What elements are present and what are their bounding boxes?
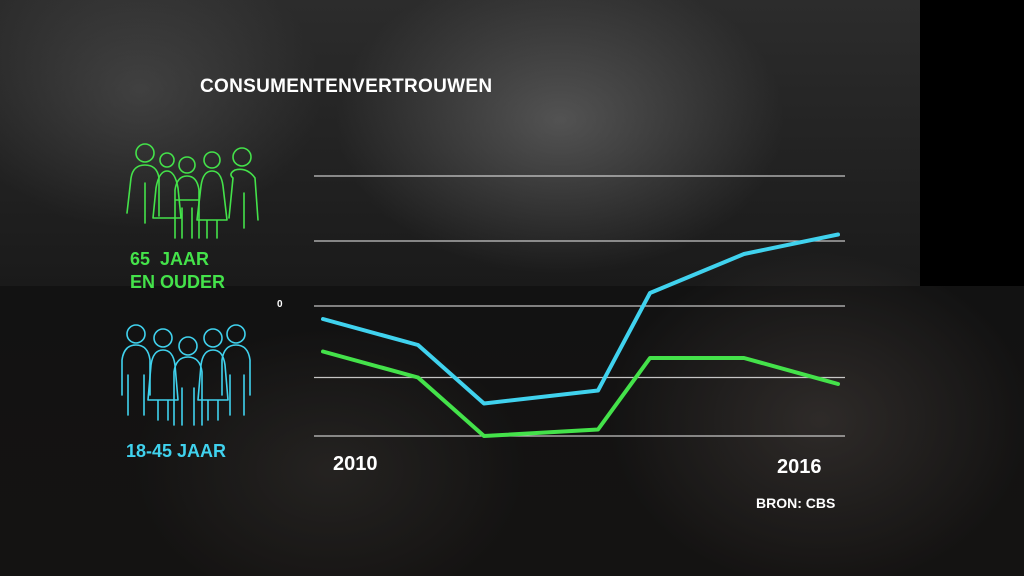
source-label: BRON: CBS <box>756 495 836 511</box>
legend-label-65-line2: EN OUDER <box>130 272 226 292</box>
black-panel <box>920 0 1024 286</box>
series-line-1 <box>321 232 840 406</box>
legend-label-18-45: 18-45 JAAR <box>126 441 227 461</box>
legend-label-65-line1: 65 JAAR <box>130 249 210 269</box>
series-line-0 <box>321 349 840 438</box>
elderly-group-icon <box>126 143 259 239</box>
x-tick-label-start: 2010 <box>333 453 378 475</box>
legend-label-65-plus: 65 JAAR EN OUDER <box>130 248 260 294</box>
chart-title: CONSUMENTENVERTROUWEN <box>200 76 493 97</box>
x-tick-label-end: 2016 <box>777 456 822 478</box>
adult-group-icon <box>121 324 251 426</box>
y-tick-label-zero: 0 <box>277 299 283 310</box>
